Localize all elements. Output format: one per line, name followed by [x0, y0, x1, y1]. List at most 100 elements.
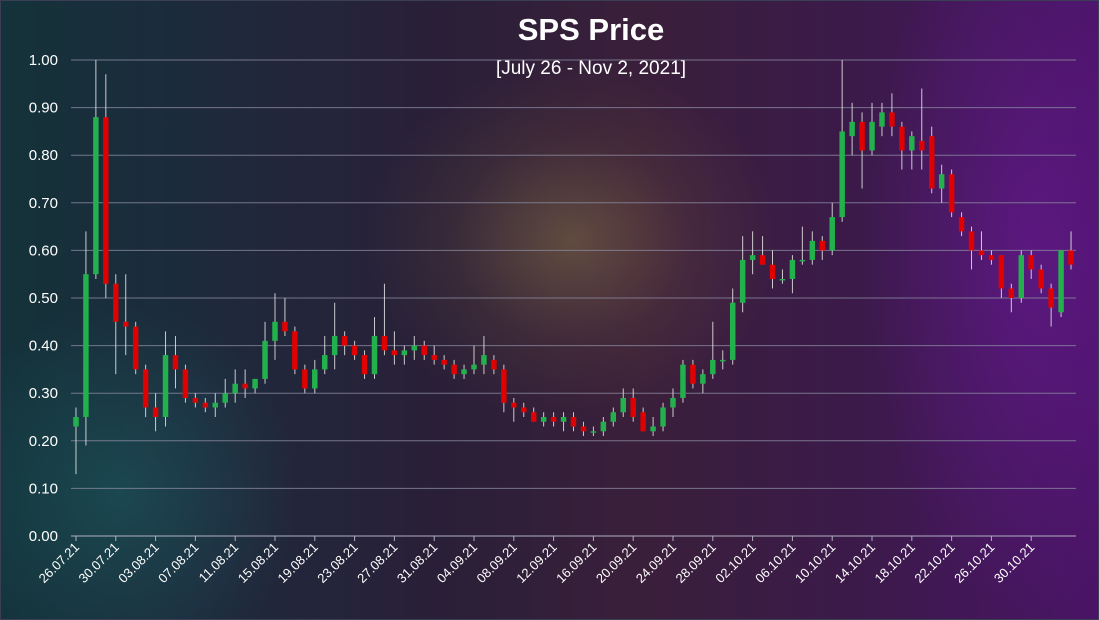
x-tick-label: 11.08.21 [196, 540, 242, 586]
candle-body-up [909, 136, 915, 151]
candle [779, 269, 786, 284]
candle [481, 336, 487, 375]
y-tick-label: 0.10 [29, 480, 58, 497]
candle-body-up [401, 350, 408, 356]
candle-body-up [839, 131, 845, 218]
candle [162, 331, 169, 427]
candle-body-down [1068, 250, 1074, 265]
x-tick-label: 07.08.21 [155, 540, 201, 586]
x-tick-label: 12.09.21 [513, 540, 559, 586]
candle [690, 359, 696, 389]
candle-body-down [550, 417, 557, 422]
candle [839, 60, 845, 222]
candle-body-down [928, 136, 935, 189]
candle [889, 93, 895, 137]
candle [192, 393, 199, 408]
candle-body-down [103, 117, 109, 284]
candle-body-up [729, 302, 736, 360]
candle-body-down [530, 412, 537, 422]
candle-body-down [292, 331, 298, 370]
candle [302, 364, 308, 394]
candle-body-up [849, 121, 855, 137]
candle-body-down [302, 369, 308, 389]
candle-body-down [978, 250, 985, 256]
candle-body-up [83, 274, 89, 417]
candle-body-up [471, 364, 477, 370]
candle [700, 369, 706, 394]
candle [222, 378, 228, 408]
x-tick-label: 15.08.21 [235, 540, 281, 586]
candle-body-down [142, 369, 149, 408]
candle-body-up [262, 340, 268, 379]
candle [600, 417, 607, 437]
candle [202, 397, 209, 413]
candle-body-down [919, 140, 925, 151]
candle-body-up [739, 259, 746, 303]
candle-body-down [431, 355, 437, 360]
candle-body-up [222, 393, 228, 403]
candle-body-down [381, 336, 388, 351]
candle [361, 350, 368, 379]
candle-body-down [361, 355, 368, 375]
candle-body-down [421, 345, 427, 356]
candle-body-down [640, 412, 646, 432]
candle [869, 102, 875, 156]
y-tick-label: 0.80 [29, 147, 58, 164]
candle [650, 417, 656, 437]
candle [909, 131, 915, 170]
candle [550, 412, 557, 427]
candle-body-down [1028, 255, 1034, 270]
candle [809, 231, 816, 265]
candle [411, 336, 418, 360]
candle [431, 345, 437, 365]
candle [998, 255, 1005, 298]
candle-body-down [511, 402, 517, 408]
candle-body-up [670, 397, 676, 408]
candle [421, 340, 427, 360]
y-tick-label: 1.00 [29, 52, 58, 69]
candle-body-down [132, 326, 139, 370]
candle [341, 331, 348, 356]
candle-body-up [331, 336, 338, 356]
candle [491, 355, 497, 375]
candle-body-down [899, 126, 905, 151]
candle [849, 102, 855, 156]
candle-body-down [351, 345, 358, 356]
candle-body-down [819, 240, 825, 251]
candle-body-down [859, 121, 865, 151]
candle-body-down [202, 402, 209, 408]
x-tick-label: 02.10.21 [712, 540, 758, 586]
x-tick-label: 04.09.21 [434, 540, 480, 586]
candle-body-up [272, 321, 278, 341]
candle [292, 326, 298, 375]
candle [560, 412, 567, 432]
candle [132, 321, 139, 375]
candle-body-up [411, 345, 418, 351]
y-tick-label: 0.60 [29, 242, 58, 259]
y-tick-label: 0.20 [29, 433, 58, 450]
candle [729, 288, 736, 365]
candle [968, 226, 975, 270]
chart-title: SPS Price [518, 12, 664, 47]
candle [521, 402, 527, 417]
candle [152, 393, 159, 432]
candle-body-up [162, 355, 169, 417]
candle-body-down [769, 264, 776, 279]
candle-body-down [391, 350, 398, 356]
candle-body-up [749, 255, 756, 260]
y-tick-label: 0.90 [29, 100, 58, 117]
x-tick-label: 18.10.21 [872, 540, 918, 586]
candle-body-down [152, 407, 159, 417]
candle-body-up [600, 421, 607, 432]
candle-body-up [371, 336, 378, 375]
candle [530, 407, 537, 422]
candle-body-up [212, 402, 219, 408]
y-tick-label: 0.50 [29, 290, 58, 307]
candle [759, 236, 766, 265]
candle [93, 60, 99, 279]
background-teal-glow [1, 301, 301, 619]
candle [371, 317, 378, 379]
candle [182, 364, 189, 403]
candle-body-up [461, 369, 467, 375]
